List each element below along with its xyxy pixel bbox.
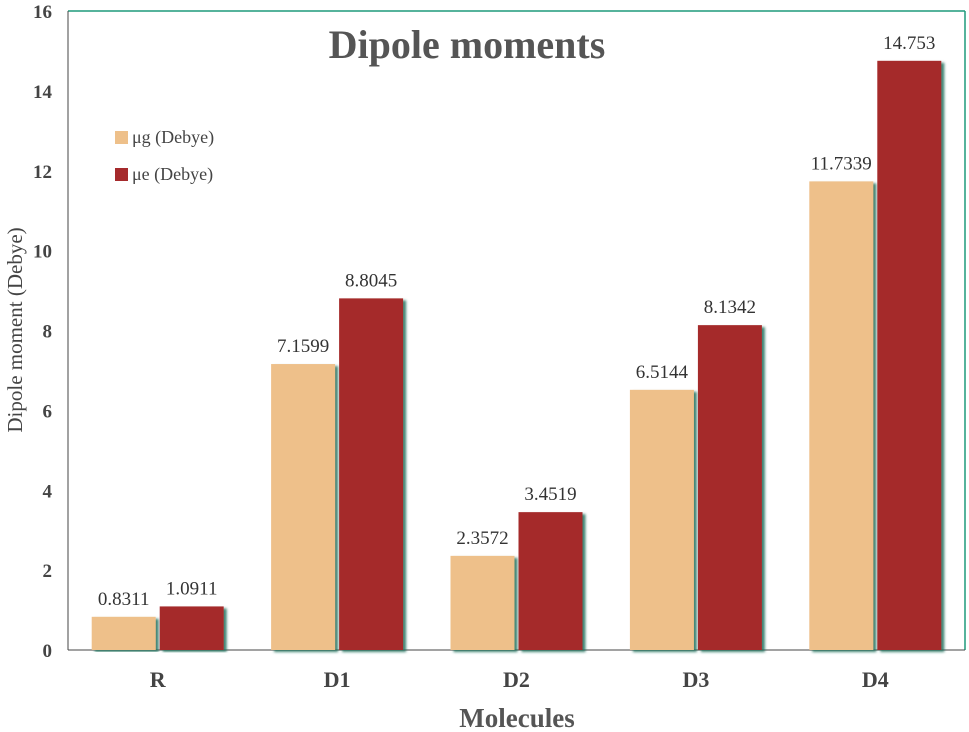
bar-value-label: 0.8311 (98, 589, 150, 610)
bar-value-label: 6.5144 (636, 362, 689, 383)
bar-mu-g (91, 616, 156, 650)
y-tick-label: 16 (33, 2, 52, 23)
y-tick-label: 2 (43, 561, 53, 582)
x-tick-label: D3 (682, 667, 709, 692)
x-tick-label: D4 (862, 667, 889, 692)
bar-mu-e (877, 60, 942, 650)
bar-mu-g (450, 555, 515, 650)
bars (91, 60, 942, 650)
bar-value-label: 8.8045 (345, 270, 397, 291)
bar-value-label: 2.3572 (456, 528, 508, 549)
y-tick-label: 12 (33, 162, 52, 183)
y-tick-label: 6 (43, 401, 53, 422)
chart-title: Dipole moments (329, 22, 606, 67)
bar-value-label: 1.0911 (166, 578, 218, 599)
bar-value-label: 11.7339 (811, 153, 872, 174)
bar-value-label: 8.1342 (704, 297, 756, 318)
x-axis-label: Molecules (459, 703, 574, 732)
bar-mu-g (809, 181, 874, 650)
x-tick-label: R (150, 667, 167, 692)
x-tick-label: D2 (503, 667, 530, 692)
bar-mu-g (629, 389, 694, 650)
bar-mu-g (271, 364, 336, 650)
y-tick-labels: 0 2 4 6 8 10 12 14 16 (33, 2, 53, 662)
bar-value-labels: 0.8311 1.0911 7.1599 8.8045 2.3572 3.4519 6.51… (98, 33, 935, 610)
x-tick-labels: R D1 D2 D3 D4 (150, 667, 889, 692)
legend-swatch-mu-e (115, 168, 128, 181)
bar-value-label: 3.4519 (524, 484, 576, 505)
bar-value-label: 14.753 (883, 33, 935, 54)
bar-value-label: 7.1599 (277, 336, 329, 357)
legend-label-mu-g: μg (Debye) (132, 127, 214, 148)
bar-mu-e (697, 325, 762, 650)
bar-mu-e (159, 606, 224, 650)
bar-mu-e (339, 298, 404, 650)
bar-mu-e (518, 512, 583, 650)
legend-swatch-mu-g (115, 131, 128, 144)
y-tick-label: 10 (33, 242, 52, 263)
y-tick-label: 4 (43, 481, 53, 502)
y-tick-label: 8 (43, 322, 53, 343)
y-axis-label: Dipole moment (Debye) (3, 227, 27, 432)
y-tick-label: 14 (33, 82, 53, 103)
x-tick-label: D1 (324, 667, 351, 692)
legend: μg (Debye) μe (Debye) (115, 127, 214, 185)
y-tick-label: 0 (43, 641, 53, 662)
legend-label-mu-e: μe (Debye) (132, 164, 213, 185)
